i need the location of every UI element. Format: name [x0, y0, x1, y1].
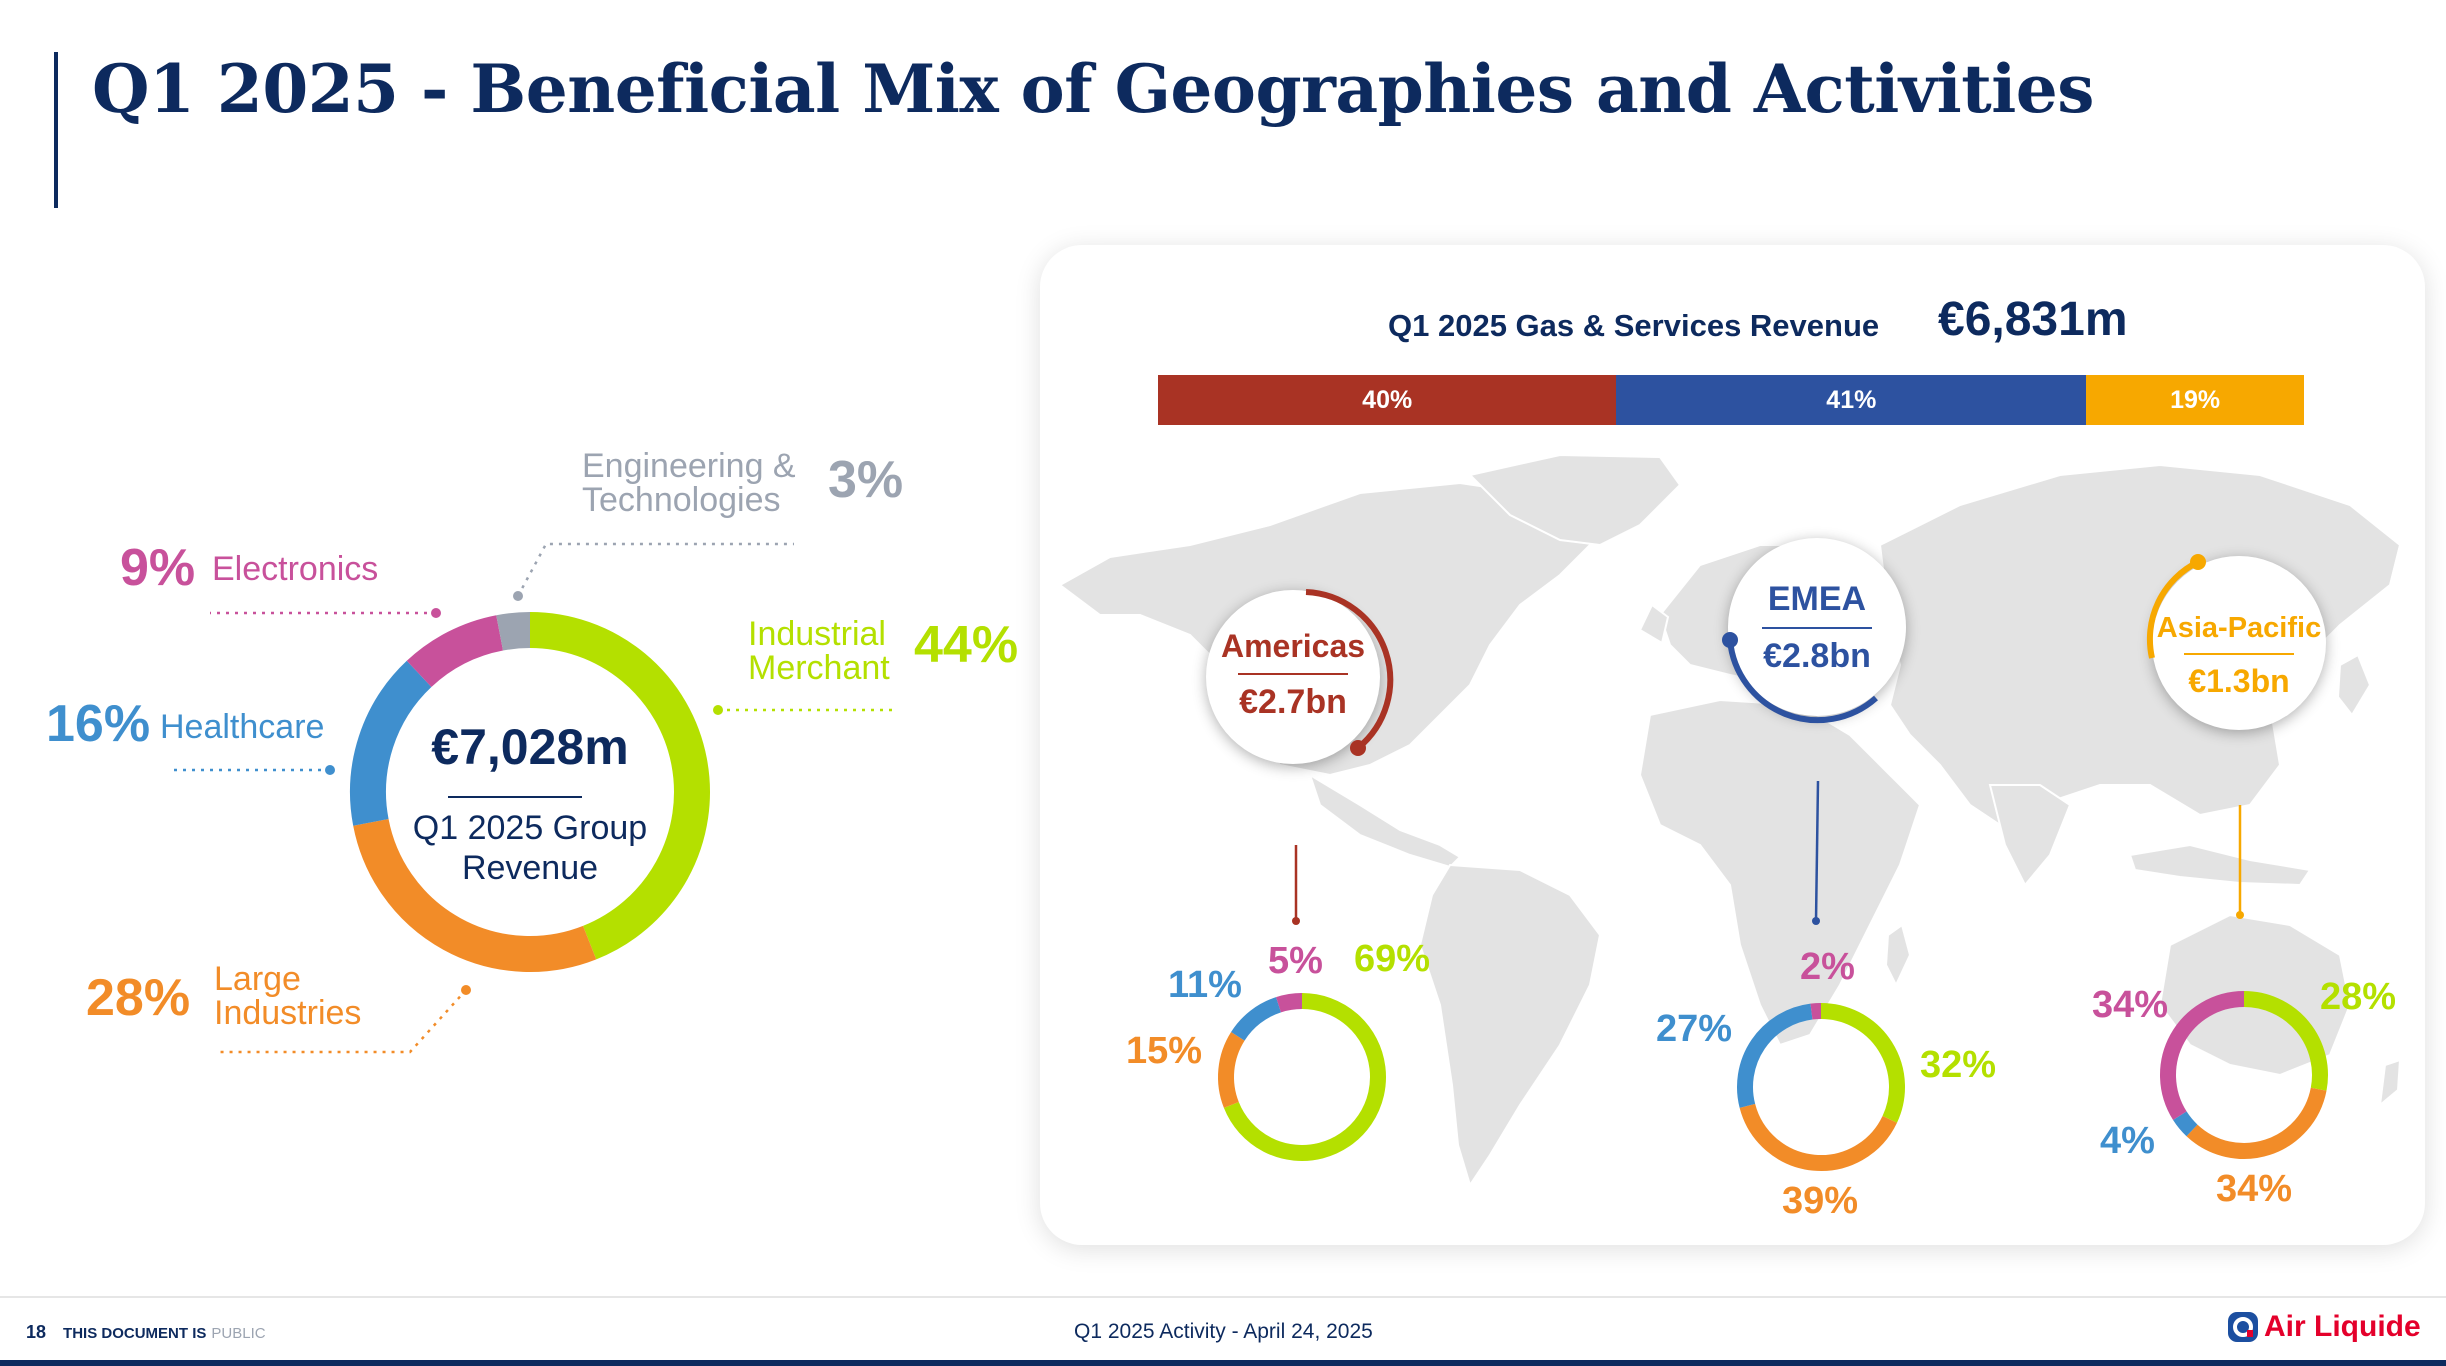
americas-donut-segment-2	[1231, 997, 1282, 1041]
doc-class: PUBLIC	[211, 1325, 266, 1342]
emea-connector	[1814, 780, 1820, 922]
group-label-line1: Q1 2025 Group	[412, 809, 648, 847]
americas-donut-segment-3	[1276, 993, 1303, 1013]
asia-pacific-value: €1.3bn	[2188, 663, 2290, 699]
emea-el-pct: 2%	[1800, 946, 1855, 988]
asia-pacific-divider	[2184, 653, 2294, 655]
map-south-america	[1418, 863, 1602, 1188]
asia-pacific-donut-segment-0	[2243, 991, 2328, 1091]
emea-donut-segment-3	[1810, 1003, 1822, 1020]
region-bubble-asia-pacific: Asia-Pacific €1.3bn	[2152, 556, 2326, 730]
page-number: 18	[26, 1322, 47, 1342]
emea-arc	[1727, 639, 1878, 724]
emea-li-pct: 39%	[1782, 1180, 1859, 1222]
emea-name: EMEA	[1767, 580, 1867, 618]
group-donut-segment-2	[350, 660, 432, 826]
page-title: Q1 2025 - Beneficial Mix of Geographies …	[92, 50, 2094, 128]
doc-is: THIS DOCUMENT IS	[63, 1325, 207, 1342]
map-indonesia	[2128, 843, 2312, 887]
emea-value: €2.8bn	[1763, 637, 1871, 675]
footer-divider	[0, 1296, 2446, 1298]
bar-segment-2: 19%	[2086, 375, 2304, 425]
apac-im-pct: 28%	[2320, 976, 2397, 1018]
emea-donut-segment-2	[1737, 1003, 1813, 1108]
industrial-merchant-label: Industrial Merchant	[748, 615, 890, 687]
group-label-line2: Revenue	[461, 849, 599, 887]
large-industries-label: Large Industries	[214, 960, 362, 1032]
electronics-pct: 9%	[120, 539, 196, 597]
electronics-label: Electronics	[212, 550, 379, 588]
asia-pacific-donut-segment-1	[2186, 1087, 2327, 1159]
americas-donut-segment-0	[1223, 993, 1386, 1161]
healthcare-pct: 16%	[46, 695, 151, 753]
emea-donut-segment-0	[1820, 1003, 1905, 1123]
americas-value: €2.7bn	[1239, 683, 1347, 721]
gas-services-title: Q1 2025 Gas & Services Revenue	[1388, 308, 1880, 343]
americas-arc	[1305, 589, 1394, 751]
group-donut-segment-4	[496, 612, 531, 651]
industrial-merchant-pct: 44%	[914, 616, 1019, 674]
region-bubble-americas: Americas €2.7bn	[1206, 590, 1380, 764]
apac-hc-pct: 4%	[2100, 1120, 2155, 1162]
small-donut-segments	[1218, 991, 2328, 1171]
americas-im-pct: 69%	[1354, 938, 1431, 980]
americas-donut-segment-1	[1218, 1031, 1245, 1108]
emea-divider	[1762, 627, 1872, 629]
group-donut-segments	[350, 612, 710, 972]
title-accent-bar	[54, 52, 58, 208]
engineering-label: Engineering & Technologies	[582, 447, 796, 519]
asia-pacific-donut-segment-3	[2160, 991, 2245, 1120]
air-liquide-logo-icon	[2228, 1312, 2258, 1342]
group-donut-segment-0	[529, 612, 710, 960]
bar-segment-1: 41%	[1616, 375, 2087, 425]
group-donut-segment-1	[353, 818, 597, 972]
map-greenland	[1468, 453, 1682, 547]
apac-el-pct: 34%	[2092, 984, 2169, 1026]
map-japan	[2336, 653, 2372, 717]
emea-hc-pct: 27%	[1656, 1008, 1733, 1050]
emea-donut-segment-1	[1739, 1103, 1898, 1171]
healthcare-label: Healthcare	[160, 708, 325, 746]
region-bubble-emea: EMEA €2.8bn	[1728, 538, 1906, 716]
brand-name: Air Liquide	[2264, 1310, 2421, 1343]
map-uk	[1638, 603, 1670, 645]
map-central-america	[1308, 772, 1462, 869]
group-donut-chart	[170, 542, 896, 1054]
gas-services-value: €6,831m	[1938, 293, 2128, 346]
map-madagascar	[1884, 923, 1912, 988]
bar-segment-0: 40%	[1158, 375, 1617, 425]
map-new-zealand	[2378, 1058, 2402, 1108]
air-liquide-logo: Air Liquide	[2226, 1310, 2421, 1344]
map-asia	[1878, 463, 2402, 827]
americas-name: Americas	[1220, 628, 1366, 664]
engineering-pct: 3%	[828, 451, 904, 509]
americas-el-pct: 5%	[1268, 940, 1323, 982]
large-industries-pct: 28%	[86, 969, 191, 1027]
asia-pacific-arc	[2146, 559, 2200, 659]
americas-li-pct: 15%	[1126, 1030, 1203, 1072]
footer-bottom-bar	[0, 1360, 2446, 1366]
americas-hc-pct: 11%	[1168, 964, 1242, 1006]
group-donut-segment-3	[406, 615, 504, 688]
asia-pacific-name: Asia-Pacific	[2156, 612, 2322, 644]
apac-li-pct: 34%	[2216, 1168, 2293, 1210]
group-revenue-value: €7,028m	[431, 719, 629, 775]
leader-large-industries	[218, 989, 467, 1054]
americas-divider	[1238, 673, 1348, 675]
leader-engineering	[516, 542, 794, 597]
asia-pacific-donut-segment-2	[2173, 1111, 2198, 1137]
emea-im-pct: 32%	[1920, 1044, 1997, 1086]
footer-center: Q1 2025 Activity - April 24, 2025	[1074, 1320, 1373, 1343]
map-india	[1988, 784, 2072, 887]
footer-left: 18 THIS DOCUMENT IS PUBLIC	[26, 1322, 266, 1343]
group-revenue-label: Q1 2025 Group Revenue	[352, 808, 708, 888]
